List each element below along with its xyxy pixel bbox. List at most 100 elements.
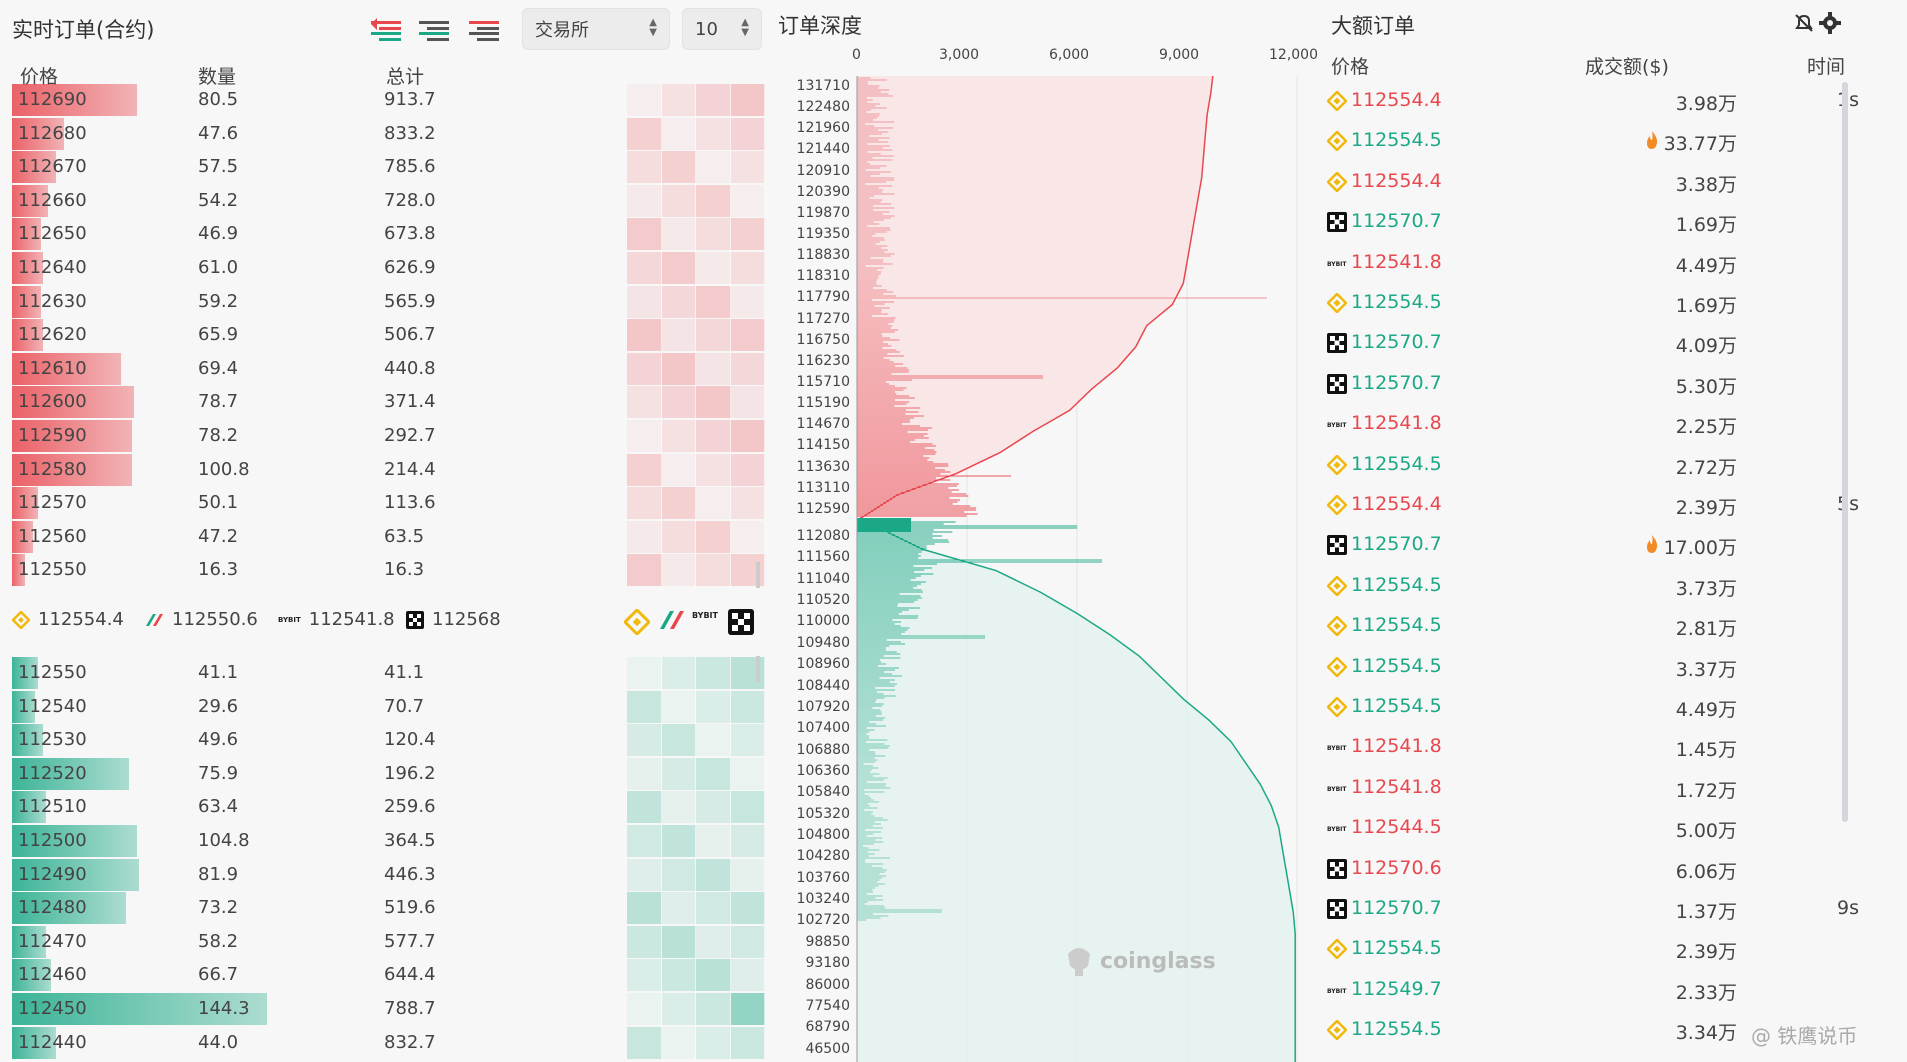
bid-row[interactable]: 112440 44.0 832.7: [12, 1026, 765, 1059]
large-order-row[interactable]: 112554.5 3.37万: [1326, 647, 1887, 687]
order-amount-text: 3.38万: [1675, 173, 1737, 196]
bid-row[interactable]: 112510 63.4 259.6: [12, 791, 765, 824]
ask-row[interactable]: 112580 100.8 214.4: [12, 453, 765, 486]
bid-row[interactable]: 112480 73.2 519.6: [12, 892, 765, 925]
ask-row[interactable]: 112670 57.5 785.6: [12, 151, 765, 184]
y-tick-label: 107400: [796, 720, 850, 737]
large-order-row[interactable]: 112554.5 4.49万: [1326, 687, 1887, 727]
large-order-row[interactable]: 112554.5 1.69万: [1326, 283, 1887, 323]
bid-row[interactable]: 112490 81.9 446.3: [12, 858, 765, 891]
ask-row[interactable]: 112550 16.3 16.3: [12, 554, 765, 587]
bid-row[interactable]: 112500 104.8 364.5: [12, 825, 765, 857]
heatmap-cell: [730, 858, 765, 891]
large-order-row[interactable]: 112554.5 33.77万: [1326, 121, 1887, 161]
large-order-row[interactable]: BYBIT 112544.5 5.00万: [1327, 808, 1887, 848]
heatmap-cell: [696, 554, 731, 587]
scroll-indicator-bids[interactable]: [756, 656, 760, 682]
exchange-select[interactable]: 交易所 ▲ ▼: [522, 8, 670, 50]
heat-col-bybit[interactable]: BYBIT: [692, 611, 718, 620]
bid-row[interactable]: 112550 41.1 41.1: [12, 657, 765, 689]
large-order-row[interactable]: BYBIT 112541.8 2.25万: [1327, 404, 1887, 444]
order-amount-text: 3.73万: [1675, 577, 1737, 600]
ask-row[interactable]: 112640 61.0 626.9: [12, 252, 765, 284]
order-amount-text: 5.00万: [1675, 820, 1737, 843]
ask-row[interactable]: 112560 47.2 63.5: [12, 520, 765, 553]
bid-row[interactable]: 112540 29.6 70.7: [12, 690, 765, 723]
view-both-button[interactable]: [366, 12, 406, 48]
ask-row[interactable]: 112690 80.5 913.7: [12, 84, 765, 116]
exchange-heatmap: [627, 791, 765, 824]
bid-row[interactable]: 112450 144.3 788.7: [12, 993, 765, 1025]
bid-row[interactable]: 112530 49.6 120.4: [12, 724, 765, 757]
depth-bar: [12, 218, 41, 251]
large-order-row[interactable]: 112570.7 1.69万: [1327, 202, 1887, 242]
price-cell: 112500: [18, 830, 87, 851]
ask-row[interactable]: 112680 47.6 833.2: [12, 117, 765, 150]
large-order-row[interactable]: 112554.4 3.98万 1s: [1326, 81, 1887, 121]
heat-col-bitget[interactable]: [658, 609, 686, 631]
exchange-heatmap: [627, 117, 765, 150]
scrollbar[interactable]: [1842, 82, 1848, 822]
ask-row[interactable]: 112620 65.9 506.7: [12, 319, 765, 352]
heatmap-cell: [627, 117, 662, 150]
ask-row[interactable]: 112570 50.1 113.6: [12, 487, 765, 520]
bybit-icon: BYBIT: [1327, 818, 1347, 838]
large-order-row[interactable]: 112570.7 5.30万: [1327, 364, 1887, 404]
heatmap-cell: [730, 184, 765, 217]
heat-col-binance[interactable]: [624, 609, 650, 635]
mute-bell-icon[interactable]: [1793, 12, 1815, 34]
heatmap-cell: [661, 453, 696, 486]
heatmap-cell: [696, 252, 731, 284]
large-order-row[interactable]: 112554.4 3.38万: [1326, 162, 1887, 202]
bybit-icon: BYBIT: [1327, 737, 1347, 757]
y-tick-label: 102720: [796, 912, 850, 929]
large-order-row[interactable]: 112554.4 2.39万 5s: [1326, 485, 1887, 525]
order-price: 112554.5: [1351, 1018, 1442, 1041]
scroll-indicator-asks[interactable]: [756, 562, 760, 588]
large-order-row[interactable]: BYBIT 112541.8 1.72万: [1327, 768, 1887, 808]
heatmap-cell: [627, 319, 662, 352]
large-order-row[interactable]: 112570.7 4.09万: [1327, 323, 1887, 363]
bid-row[interactable]: 112460 66.7 644.4: [12, 959, 765, 992]
large-order-row[interactable]: 112554.5 3.73万: [1326, 566, 1887, 606]
large-order-row[interactable]: 112570.6 6.06万: [1327, 849, 1887, 889]
large-order-row[interactable]: 112570.7 1.37万 9s: [1327, 889, 1887, 929]
exchange-price-value: 112541.8: [308, 609, 395, 630]
order-amount-text: 2.39万: [1675, 941, 1737, 964]
large-order-row[interactable]: 112554.5 2.39万: [1326, 929, 1887, 969]
ask-row[interactable]: 112590 78.2 292.7: [12, 420, 765, 452]
heatmap-cell: [661, 285, 696, 318]
order-price: 112570.7: [1351, 210, 1442, 233]
exchange-heatmap: [627, 690, 765, 723]
bid-row[interactable]: 112470 58.2 577.7: [12, 925, 765, 958]
ask-row[interactable]: 112650 46.9 673.8: [12, 218, 765, 251]
large-order-row[interactable]: BYBIT 112549.7 2.33万: [1327, 970, 1887, 1010]
depth-chart[interactable]: [770, 0, 1315, 1062]
heatmap-cell: [627, 959, 662, 992]
bid-row[interactable]: 112520 75.9 196.2: [12, 757, 765, 790]
svg-text:BYBIT: BYBIT: [1327, 826, 1347, 833]
large-order-row[interactable]: 112554.5 3.34万: [1326, 1010, 1887, 1050]
view-bids-button[interactable]: [414, 12, 454, 48]
large-order-row[interactable]: BYBIT 112541.8 4.49万: [1327, 243, 1887, 283]
y-tick-label: 68790: [805, 1019, 850, 1036]
heatmap-cell: [627, 151, 662, 184]
large-order-row[interactable]: 112570.7 17.00万: [1327, 525, 1887, 565]
exchange-heatmap: [627, 724, 765, 757]
ask-row[interactable]: 112610 69.4 440.8: [12, 352, 765, 385]
depth-select[interactable]: 10 ▲ ▼: [682, 8, 762, 50]
view-asks-button[interactable]: [464, 12, 504, 48]
settings-gear-icon[interactable]: [1819, 12, 1841, 34]
ask-row[interactable]: 112630 59.2 565.9: [12, 285, 765, 318]
ask-row[interactable]: 112660 54.2 728.0: [12, 184, 765, 217]
large-order-row[interactable]: BYBIT 112541.8 1.45万: [1327, 727, 1887, 767]
large-order-row[interactable]: 112554.5 2.81万: [1326, 606, 1887, 646]
bids-only-icon: [419, 21, 449, 41]
qty-cell: 73.2: [198, 897, 239, 919]
heatmap-cell: [730, 757, 765, 790]
heat-col-okx[interactable]: [728, 609, 754, 635]
order-price: 112554.4: [1351, 493, 1442, 515]
qty-cell: 63.4: [198, 796, 239, 818]
large-order-row[interactable]: 112554.5 2.72万: [1326, 445, 1887, 485]
ask-row[interactable]: 112600 78.7 371.4: [12, 386, 765, 419]
